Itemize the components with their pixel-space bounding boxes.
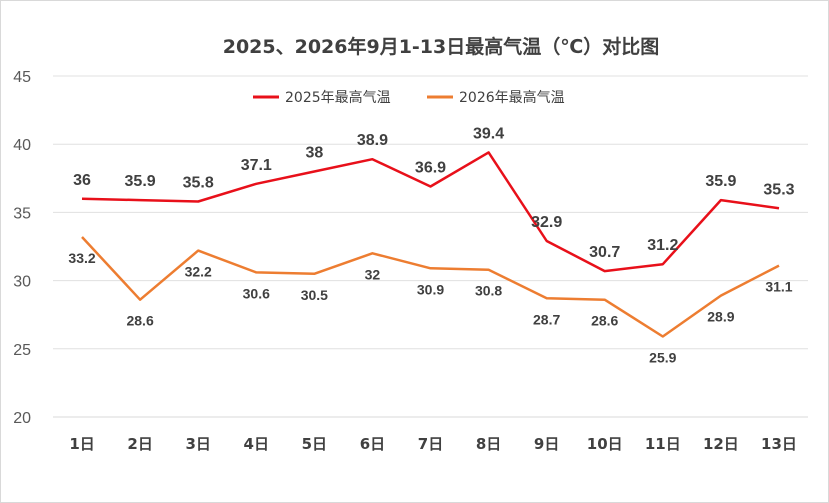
data-label-2026: 32: [365, 266, 381, 282]
data-label-2025: 36: [73, 172, 91, 189]
data-label-2026: 28.7: [533, 311, 560, 327]
data-label-2026: 30.5: [301, 287, 328, 303]
x-tick-label: 10日: [587, 435, 623, 453]
data-label-2025: 30.7: [589, 244, 620, 261]
x-tick-label: 2日: [127, 435, 152, 453]
data-labels: 36 35.9 35.8 37.1 38 38.9 36.9 39.4 32.9 30.7 31.2…: [68, 125, 794, 365]
data-label-2026: 28.6: [591, 313, 618, 329]
x-tick-label: 6日: [360, 435, 385, 453]
data-label-2026: 30.8: [475, 283, 502, 299]
y-tick-label: 20: [13, 410, 31, 427]
y-tick-label: 45: [13, 69, 31, 86]
data-label-2026: 33.2: [68, 250, 95, 266]
data-label-2026: 31.1: [765, 279, 792, 295]
x-tick-label: 7日: [418, 435, 443, 453]
y-tick-label: 35: [13, 205, 31, 222]
x-tick-label: 9日: [534, 435, 559, 453]
data-label-2026: 28.9: [707, 309, 734, 325]
data-label-2025: 36.9: [415, 159, 446, 176]
x-tick-label: 12日: [703, 435, 739, 453]
x-tick-label: 13日: [761, 435, 797, 453]
series-lines: [81, 151, 780, 338]
data-label-2026: 32.2: [185, 264, 212, 280]
data-label-2025: 32.9: [531, 214, 562, 231]
legend-item-2025: 2025年最高气温: [253, 89, 391, 106]
x-tick-label: 11日: [645, 435, 681, 453]
y-tick-label: 40: [13, 137, 31, 154]
data-label-2025: 37.1: [241, 157, 272, 174]
data-label-2025: 35.8: [183, 174, 214, 191]
legend-item-2026: 2026年最高气温: [427, 89, 565, 106]
data-label-2025: 35.9: [125, 173, 156, 190]
data-label-2026: 30.6: [243, 285, 270, 301]
y-tick-label: 30: [13, 274, 31, 291]
legend-label-2025: 2025年最高气温: [285, 89, 391, 106]
data-label-2025: 35.3: [763, 181, 794, 198]
legend-label-2026: 2026年最高气温: [459, 89, 565, 106]
chart-title: 2025、2026年9月1-13日最高气温（℃）对比图: [223, 35, 660, 58]
data-label-2025: 38: [305, 144, 323, 161]
data-label-2025: 31.2: [647, 237, 678, 254]
data-label-2026: 28.6: [126, 313, 153, 329]
x-tick-label: 8日: [476, 435, 501, 453]
data-label-2026: 30.9: [417, 281, 444, 297]
gridlines: [53, 75, 808, 418]
legend: 2025年最高气温 2026年最高气温: [253, 89, 565, 106]
data-label-2025: 35.9: [705, 173, 736, 190]
data-label-2026: 25.9: [649, 350, 676, 366]
x-tick-label: 4日: [244, 435, 269, 453]
data-label-2025: 38.9: [357, 132, 388, 149]
y-tick-label: 25: [13, 342, 31, 359]
x-tick-label: 3日: [185, 435, 210, 453]
x-tick-label: 1日: [69, 435, 94, 453]
x-tick-label: 5日: [302, 435, 327, 453]
x-axis: 1日 2日 3日 4日 5日 6日 7日 8日 9日 10日 11日 12日 13日: [69, 435, 797, 453]
data-label-2025: 39.4: [473, 125, 504, 142]
y-axis: 20 25 30 35 40 45: [13, 69, 31, 427]
